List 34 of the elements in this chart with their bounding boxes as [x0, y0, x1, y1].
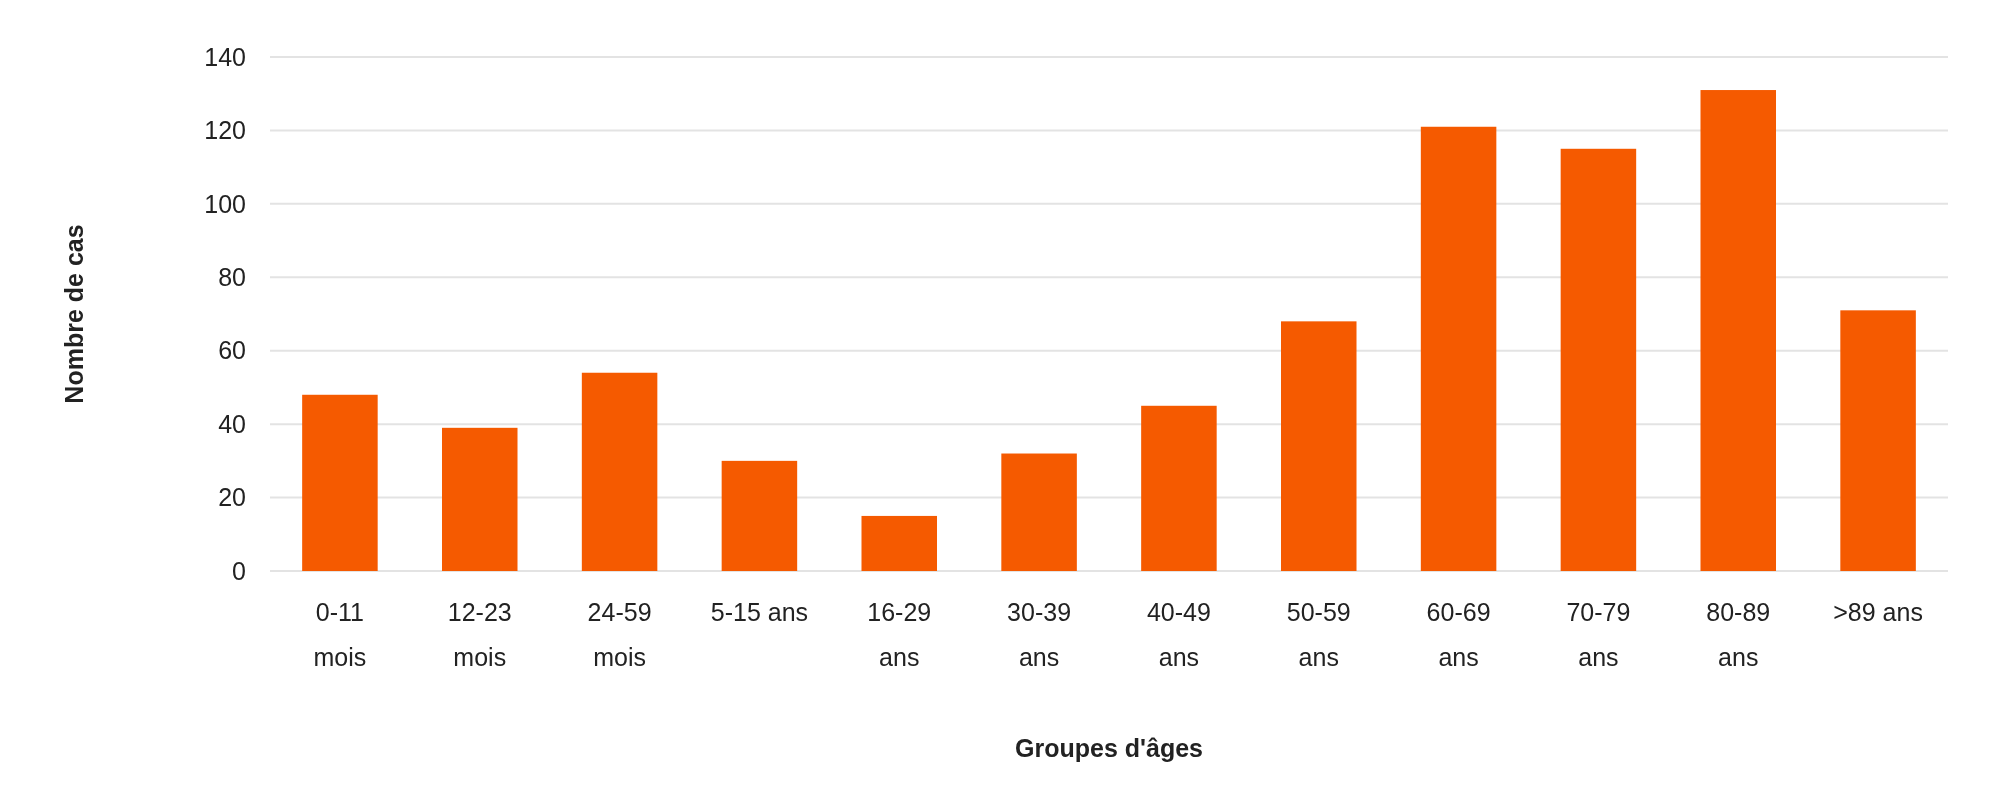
x-tick-label: 30-39 ans — [1007, 598, 1072, 671]
x-tick-label: 40-49 ans — [1146, 598, 1211, 671]
bar — [861, 515, 938, 571]
y-tick-label: 140 — [204, 42, 246, 71]
bar — [1420, 126, 1497, 571]
y-tick-label: 60 — [218, 336, 246, 365]
y-tick-label: 20 — [218, 483, 246, 512]
y-axis-title: Nombre de cas — [60, 224, 88, 404]
x-tick-label: >89 ans — [1833, 598, 1923, 626]
x-tick-label: 60-69 ans — [1426, 598, 1491, 671]
x-axis-title: Groupes d'âges — [1015, 734, 1203, 762]
y-tick-label: 0 — [232, 556, 246, 585]
bar — [581, 372, 658, 571]
y-tick-label: 100 — [204, 189, 246, 218]
x-tick-label: 12-23 mois — [447, 598, 512, 671]
bar — [1560, 148, 1637, 571]
y-tick-label: 80 — [218, 263, 246, 292]
x-tick-label: 70-79 ans — [1566, 598, 1631, 671]
bar — [1700, 90, 1776, 571]
x-tick-label: 5-15 ans — [710, 598, 809, 626]
bar — [721, 460, 798, 571]
x-tick-label: 24-59 mois — [587, 598, 652, 671]
bar — [1280, 321, 1357, 571]
bar — [1840, 310, 1916, 571]
bar — [442, 427, 518, 571]
x-tick-label: 0-11 mois — [313, 598, 367, 671]
x-tick-label: 50-59 ans — [1286, 598, 1351, 671]
y-tick-label: 120 — [204, 116, 246, 145]
y-tick-label: 40 — [218, 409, 246, 438]
bar — [1141, 405, 1217, 571]
x-tick-label: 16-29 ans — [867, 598, 932, 671]
x-tick-label: 80-89 ans — [1706, 598, 1771, 671]
bar — [1001, 453, 1077, 571]
bar — [302, 394, 378, 571]
